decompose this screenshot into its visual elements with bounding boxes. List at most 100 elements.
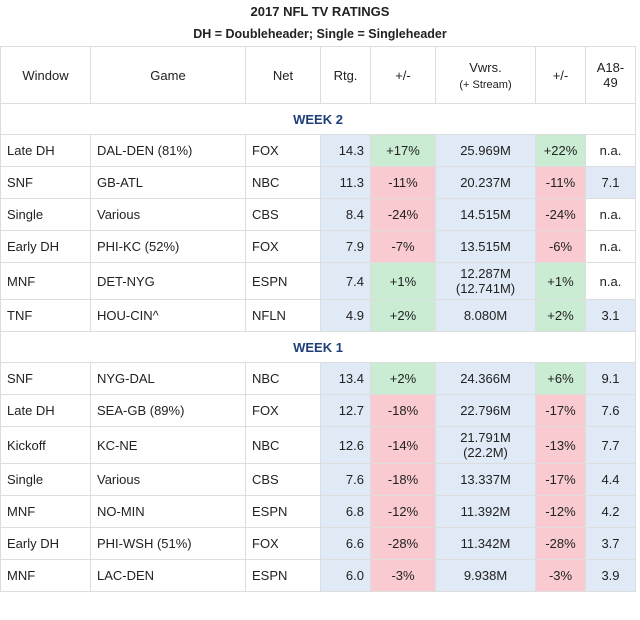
column-header: Rtg.	[320, 46, 371, 104]
cell: NBC	[245, 426, 321, 464]
cell-line: 21.791M	[460, 430, 511, 445]
cell: n.a.	[585, 262, 636, 300]
cell: 6.8	[320, 495, 371, 528]
cell: -3%	[535, 559, 586, 592]
cell: n.a.	[585, 198, 636, 231]
section-row: WEEK 2	[0, 103, 636, 135]
cell: 6.0	[320, 559, 371, 592]
cell: Various	[90, 463, 246, 496]
cell: HOU-CIN^	[90, 299, 246, 332]
cell: 7.6	[320, 463, 371, 496]
cell: -18%	[370, 463, 436, 496]
cell: 24.366M	[435, 362, 536, 395]
cell: 7.6	[585, 394, 636, 427]
cell: 11.392M	[435, 495, 536, 528]
data-row: TNF HOU-CIN^ NFLN 4.9 +2% 8.080M +2% 3.1	[0, 299, 636, 332]
cell: +22%	[535, 134, 586, 167]
ratings-table: Window Game Net Rtg. +/- Vwrs. (+ Stream) +/- A1…	[0, 46, 636, 592]
cell: +2%	[535, 299, 586, 332]
cell: ESPN	[245, 559, 321, 592]
column-header: +/-	[535, 46, 586, 104]
cell: PHI-WSH (51%)	[90, 527, 246, 560]
data-row: SNF NYG-DAL NBC 13.4 +2% 24.366M +6% 9.1	[0, 362, 636, 395]
cell: -28%	[370, 527, 436, 560]
column-header: Net	[245, 46, 321, 104]
cell: -11%	[370, 166, 436, 199]
cell: FOX	[245, 134, 321, 167]
column-header: Vwrs. (+ Stream)	[435, 46, 536, 104]
cell: Single	[0, 198, 91, 231]
cell: GB-ATL	[90, 166, 246, 199]
data-row: Single Various CBS 8.4 -24% 14.515M -24% n.a.	[0, 198, 636, 231]
cell: 20.237M	[435, 166, 536, 199]
cell: MNF	[0, 495, 91, 528]
cell: CBS	[245, 198, 321, 231]
data-row: Early DH PHI-KC (52%) FOX 7.9 -7% 13.515M -6% n…	[0, 230, 636, 263]
cell: FOX	[245, 230, 321, 263]
cell: 12.6	[320, 426, 371, 464]
cell: +2%	[370, 299, 436, 332]
cell: CBS	[245, 463, 321, 496]
cell: LAC-DEN	[90, 559, 246, 592]
data-row: MNF DET-NYG ESPN 7.4 +1% 12.287M (12.741M) +1% n…	[0, 262, 636, 300]
column-header: A18-49	[585, 46, 636, 104]
cell: NBC	[245, 166, 321, 199]
cell: Late DH	[0, 394, 91, 427]
cell: 7.7	[585, 426, 636, 464]
cell: SEA-GB (89%)	[90, 394, 246, 427]
cell: +17%	[370, 134, 436, 167]
cell: -12%	[370, 495, 436, 528]
cell: 11.3	[320, 166, 371, 199]
cell-line: (12.741M)	[455, 281, 516, 296]
column-header: +/-	[370, 46, 436, 104]
cell: NFLN	[245, 299, 321, 332]
cell: 9.938M	[435, 559, 536, 592]
cell-line: (+ Stream)	[459, 78, 512, 91]
cell: PHI-KC (52%)	[90, 230, 246, 263]
cell: -14%	[370, 426, 436, 464]
cell: 8.080M	[435, 299, 536, 332]
cell: NBC	[245, 362, 321, 395]
column-header: Game	[90, 46, 246, 104]
data-row: Single Various CBS 7.6 -18% 13.337M -17% 4.4	[0, 463, 636, 496]
cell: NO-MIN	[90, 495, 246, 528]
data-row: Late DH SEA-GB (89%) FOX 12.7 -18% 22.796M -17…	[0, 394, 636, 427]
cell: +1%	[535, 262, 586, 300]
cell: 7.9	[320, 230, 371, 263]
section-label: WEEK 1	[0, 331, 636, 363]
cell: -3%	[370, 559, 436, 592]
cell: +1%	[370, 262, 436, 300]
cell: ESPN	[245, 262, 321, 300]
cell: 3.9	[585, 559, 636, 592]
cell: 4.4	[585, 463, 636, 496]
cell: 12.7	[320, 394, 371, 427]
cell: n.a.	[585, 230, 636, 263]
cell: -24%	[370, 198, 436, 231]
cell: 7.1	[585, 166, 636, 199]
cell: -6%	[535, 230, 586, 263]
cell: DET-NYG	[90, 262, 246, 300]
cell-line: (22.2M)	[463, 445, 508, 460]
cell: KC-NE	[90, 426, 246, 464]
data-row: MNF NO-MIN ESPN 6.8 -12% 11.392M -12% 4.2	[0, 495, 636, 528]
cell: DAL-DEN (81%)	[90, 134, 246, 167]
cell: -12%	[535, 495, 586, 528]
cell: -13%	[535, 426, 586, 464]
section-label: WEEK 2	[0, 103, 636, 135]
cell: -7%	[370, 230, 436, 263]
cell: -18%	[370, 394, 436, 427]
cell: MNF	[0, 559, 91, 592]
data-row: Kickoff KC-NE NBC 12.6 -14% 21.791M (22.2M) -13…	[0, 426, 636, 464]
cell: Kickoff	[0, 426, 91, 464]
cell: Early DH	[0, 230, 91, 263]
cell: TNF	[0, 299, 91, 332]
cell: 14.3	[320, 134, 371, 167]
cell: 9.1	[585, 362, 636, 395]
cell: -11%	[535, 166, 586, 199]
cell: FOX	[245, 394, 321, 427]
subtitle: DH = Doubleheader; Single = Singleheader	[193, 27, 447, 41]
column-header: Window	[0, 46, 91, 104]
cell: -17%	[535, 394, 586, 427]
cell: Late DH	[0, 134, 91, 167]
cell: n.a.	[585, 134, 636, 167]
